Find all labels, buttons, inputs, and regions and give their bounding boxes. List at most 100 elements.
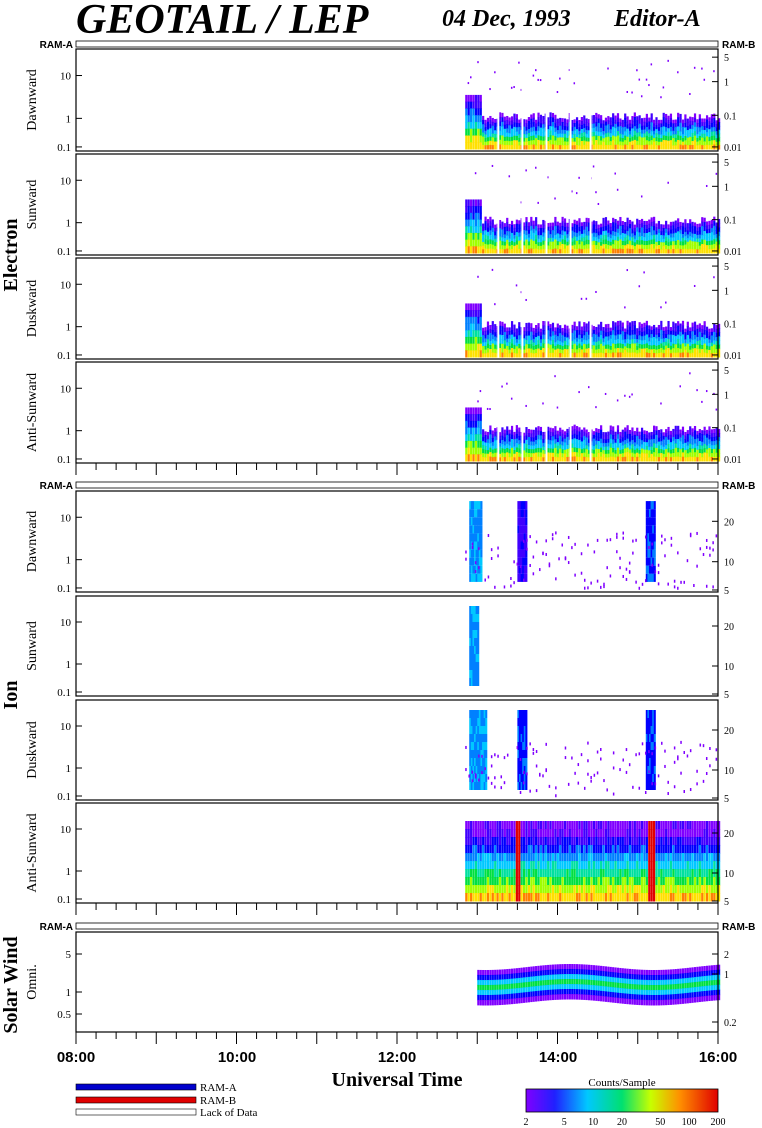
spec-cell [537, 456, 540, 462]
spec-cell [544, 893, 547, 902]
spec-dot [555, 531, 557, 535]
spec-cell [580, 245, 583, 250]
spec-cell [710, 349, 713, 354]
spec-cell [665, 429, 668, 434]
spec-cell [508, 334, 511, 339]
spec-cell [640, 129, 644, 135]
spec-dot [590, 775, 592, 779]
spec-dot [696, 564, 698, 568]
spec-cell [489, 893, 492, 902]
spec-cell [607, 877, 610, 886]
spec-cell [470, 316, 473, 325]
spec-cell [701, 239, 704, 245]
spec-cell [602, 349, 605, 354]
spec-cell [665, 118, 668, 124]
spec-cell [474, 239, 478, 247]
spec-cell [595, 845, 598, 854]
spec-cell [494, 332, 497, 337]
spec-cell [556, 233, 559, 238]
spec-cell [537, 447, 540, 453]
spec-cell [480, 525, 483, 534]
spec-cell [640, 327, 644, 333]
spec-cell [575, 837, 579, 846]
spec-cell [522, 119, 526, 124]
spec-cell [665, 224, 668, 230]
spec-cell [482, 742, 485, 750]
spec-cell [535, 341, 538, 346]
spec-cell [522, 525, 525, 534]
spec-cell [713, 140, 716, 146]
spec-cell [527, 322, 531, 328]
spec-cell [575, 341, 579, 346]
spec-cell [624, 233, 627, 239]
spec-cell [636, 440, 639, 445]
spec-cell [484, 345, 487, 351]
spec-cell [708, 244, 711, 250]
spec-dot [632, 551, 634, 555]
spec-cell [638, 829, 641, 838]
spec-cell [535, 439, 538, 445]
spec-cell [532, 893, 535, 902]
spec-dot [677, 757, 679, 761]
spec-dot [519, 758, 522, 762]
spec-cell [580, 345, 583, 350]
spec-cell [537, 117, 540, 123]
spec-cell [638, 240, 641, 246]
spec-cell [665, 326, 668, 331]
spec-dot [622, 574, 625, 578]
spec-cell [477, 885, 480, 894]
spec-cell [677, 130, 680, 136]
spec-cell [643, 352, 646, 358]
spec-cell [597, 118, 600, 124]
spec-cell [479, 414, 482, 422]
spec-dot [665, 301, 667, 304]
spec-cell [470, 128, 473, 136]
spec-cell [645, 573, 648, 582]
spec-cell [604, 352, 608, 358]
spec-cell [561, 129, 564, 135]
spec-dot [529, 535, 531, 539]
spec-cell [686, 122, 689, 127]
spec-cell [701, 349, 704, 354]
spec-cell [715, 348, 718, 354]
spec-cell [600, 429, 603, 435]
spec-cell [612, 443, 615, 449]
spec-dot [679, 385, 681, 388]
spec-cell [592, 244, 596, 250]
spec-cell [518, 444, 521, 449]
spec-cell [679, 249, 682, 254]
spec-cell [583, 348, 586, 354]
spec-cell [609, 447, 612, 453]
spec-cell [568, 845, 571, 854]
spec-cell [713, 118, 716, 123]
spec-cell [607, 442, 610, 447]
spec-cell [626, 132, 629, 138]
spec-cell [701, 129, 704, 135]
spec-cell [561, 437, 564, 442]
spec-cell [604, 837, 608, 846]
spec-dot [631, 393, 633, 396]
spec-dot [677, 551, 679, 555]
spec-cell [498, 446, 502, 451]
spec-cell [597, 122, 600, 128]
spec-cell [510, 447, 514, 453]
spec-cell [681, 237, 685, 243]
spec-cell [547, 234, 550, 239]
spec-cell [501, 431, 504, 437]
spec-cell [619, 453, 622, 458]
spec-cell [703, 325, 706, 331]
spec-cell [467, 821, 470, 830]
spec-cell [523, 565, 526, 574]
spec-cell [522, 137, 526, 143]
spec-cell [628, 145, 632, 150]
spec-cell [513, 885, 516, 894]
spec-cell [638, 330, 641, 336]
spec-cell [616, 456, 620, 462]
spec-dot [686, 559, 689, 563]
spec-cell [510, 144, 514, 150]
spec-cell [602, 226, 605, 232]
spec-cell [619, 230, 622, 236]
spec-cell [684, 136, 687, 141]
spec-cell [604, 217, 608, 223]
spec-cell [660, 437, 663, 442]
